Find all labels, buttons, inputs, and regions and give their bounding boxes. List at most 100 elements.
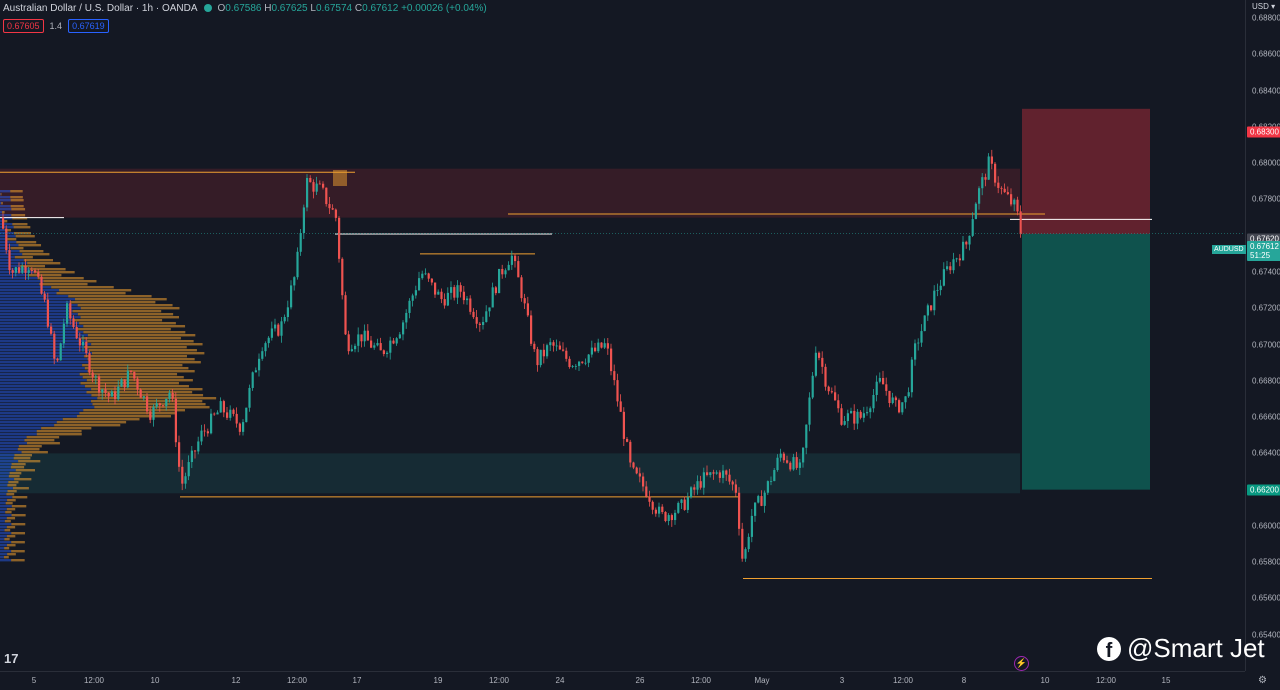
volume-profile-bar	[24, 439, 55, 442]
time-tick: 12	[231, 676, 241, 685]
time-axis[interactable]: 5 12:00 10 12 12:00 17 19 12:00 24 26 12:00 May 3 12:…	[0, 671, 1245, 690]
candle-body	[910, 359, 913, 393]
buy-button[interactable]: 0.67619	[68, 19, 109, 33]
volume-profile-bar	[0, 298, 76, 301]
candle-body	[869, 408, 872, 413]
volume-profile-bar	[0, 385, 86, 388]
candle-body	[24, 265, 27, 273]
candle-body	[491, 287, 494, 308]
volume-profile-bar	[0, 361, 91, 364]
volume-profile-bar	[4, 520, 11, 523]
candle-body	[1013, 199, 1016, 205]
candle-body	[194, 450, 197, 452]
volume-profile-bar	[88, 349, 197, 352]
candle-body	[674, 512, 677, 521]
candle-body	[683, 499, 686, 510]
volume-profile-bar	[79, 322, 176, 325]
volume-profile-bar	[0, 559, 12, 562]
volume-profile-bar	[0, 337, 82, 340]
candle-body	[702, 472, 705, 488]
candle-body	[213, 413, 216, 415]
candle-body	[478, 323, 481, 325]
candle-body	[251, 372, 254, 388]
volume-profile-bar	[0, 391, 87, 394]
lightning-icon[interactable]: ⚡	[1014, 656, 1029, 671]
volume-profile-bar	[0, 472, 10, 475]
candle-body	[472, 311, 475, 318]
candle-body	[37, 272, 40, 277]
candle-body	[997, 182, 1000, 188]
volume-profile-bar	[12, 496, 28, 499]
candle-body	[616, 380, 619, 402]
volume-profile-bar	[0, 343, 92, 346]
volume-profile-bar	[37, 277, 84, 280]
volume-profile-bar	[0, 196, 11, 199]
candle-body	[11, 270, 14, 273]
candle-body	[424, 273, 427, 275]
candle-body	[856, 411, 859, 424]
candle-body	[866, 412, 869, 414]
volume-profile-bar	[0, 451, 22, 454]
candle-body	[488, 307, 491, 312]
candle-body	[648, 496, 651, 502]
candle-body	[475, 317, 478, 324]
candle-body	[904, 396, 907, 403]
candle-body	[494, 287, 497, 294]
price-tick: 0.68800	[1252, 13, 1280, 23]
sell-button[interactable]: 0.67605	[3, 19, 44, 33]
volume-profile-bar	[56, 292, 126, 295]
volume-profile-bar	[4, 529, 11, 532]
candle-body	[197, 441, 200, 452]
volume-profile-bar	[11, 550, 25, 553]
price-chart[interactable]	[0, 0, 1245, 671]
candle-body	[795, 457, 798, 468]
gear-icon[interactable]: ⚙	[1258, 675, 1267, 686]
candle-body	[101, 389, 104, 393]
candle-body	[830, 391, 833, 393]
volume-profile-bar	[3, 556, 9, 559]
volume-profile-bar	[43, 280, 97, 283]
candle-body	[837, 400, 840, 409]
volume-profile-bar	[0, 544, 7, 547]
candle-body	[456, 285, 459, 298]
time-tick: 12:00	[286, 676, 308, 685]
candle-body	[635, 467, 638, 474]
volume-profile-bar	[51, 286, 114, 289]
candle-body	[853, 410, 856, 424]
symbol-title[interactable]: Australian Dollar / U.S. Dollar · 1h · O…	[3, 2, 198, 14]
volume-profile-bar	[11, 214, 26, 217]
price-tick: 0.68000	[1252, 158, 1280, 168]
candle-body	[712, 472, 715, 474]
tradingview-logo[interactable]: 17	[4, 651, 19, 666]
candle-body	[706, 472, 709, 475]
volume-profile-bar	[0, 325, 84, 328]
candle-body	[462, 291, 465, 301]
candle-body	[75, 326, 78, 339]
candle-body	[670, 515, 673, 521]
candle-body	[50, 326, 53, 334]
currency-selector[interactable]: USD ▾	[1252, 2, 1276, 11]
candle-body	[110, 391, 113, 397]
volume-profile-bar	[54, 424, 121, 427]
volume-profile-bar	[0, 313, 78, 316]
volume-profile-bar	[4, 547, 10, 550]
price-axis[interactable]: USD ▾ 0.688000.686000.684000.682000.6800…	[1245, 0, 1280, 671]
volume-profile-bar	[7, 490, 17, 493]
volume-profile-bar	[87, 370, 195, 373]
candle-body	[750, 515, 753, 537]
time-tick: 10	[150, 676, 160, 685]
volume-profile-bar	[14, 256, 33, 259]
volume-profile-bar	[6, 493, 15, 496]
candle-body	[270, 328, 273, 338]
candle-body	[286, 307, 289, 318]
candle-body	[34, 270, 37, 273]
candle-body	[715, 472, 718, 474]
candle-body	[629, 441, 632, 463]
candle-body	[94, 376, 97, 378]
candle-body	[725, 470, 728, 475]
candle-body	[872, 394, 875, 409]
candle-body	[680, 499, 683, 503]
candle-body	[386, 352, 389, 354]
candle-body	[949, 266, 952, 271]
volume-profile-bar	[0, 193, 1, 196]
